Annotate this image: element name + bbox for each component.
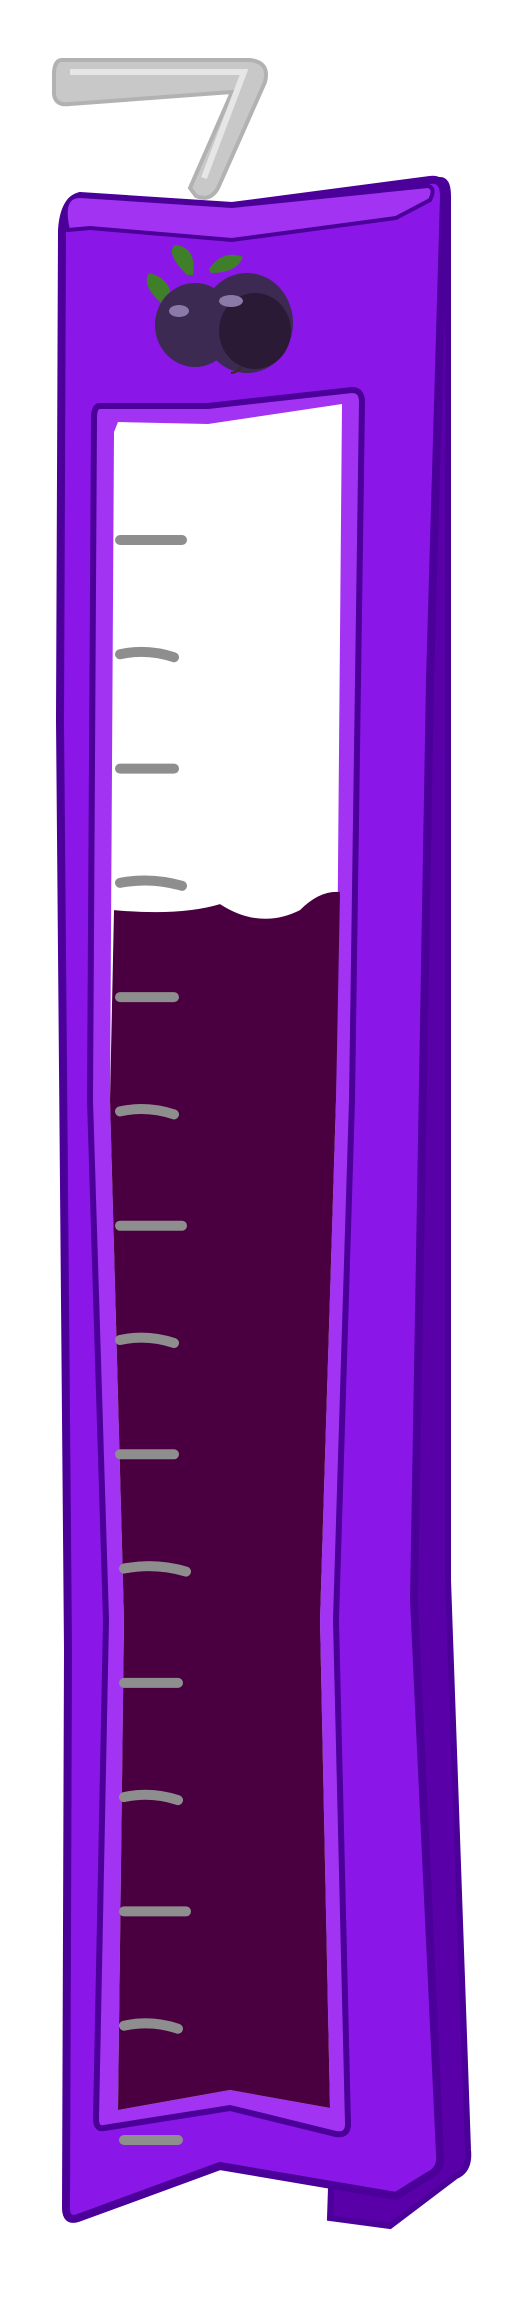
plum-right-shine: [219, 295, 243, 307]
plum-icon: [146, 245, 293, 374]
plum-stem: [230, 366, 242, 374]
leaf-3: [146, 273, 172, 303]
measurement-ticks: [115, 535, 191, 2145]
tick-mark: [119, 1789, 183, 1806]
leaf-1: [171, 245, 194, 275]
leaf-2: [209, 254, 243, 273]
box-top-edge: [63, 183, 435, 243]
tick-mark: [115, 1332, 179, 1348]
tick-mark: [119, 2018, 183, 2034]
straw-icon: [52, 58, 268, 200]
plum-juice-liquid: [110, 891, 340, 2110]
plum-left-shine: [169, 305, 189, 317]
plum-right-shade: [219, 293, 291, 369]
tick-mark: [115, 646, 179, 663]
tick-mark: [115, 1104, 179, 1120]
tick-mark: [119, 1561, 191, 1577]
tick-mark: [115, 875, 187, 891]
